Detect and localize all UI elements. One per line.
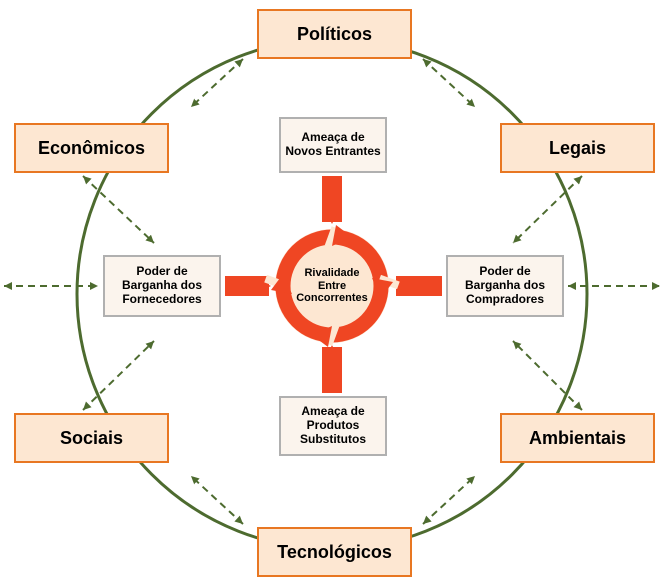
pestel-label: Ambientais bbox=[529, 428, 626, 449]
pestel-label: Tecnológicos bbox=[277, 542, 392, 563]
center-label-text: Rivalidade Entre Concorrentes bbox=[294, 267, 370, 305]
center-rivalidade: Rivalidade Entre Concorrentes bbox=[294, 260, 370, 312]
pestel-politicos: Políticos bbox=[257, 9, 412, 59]
force-label: Poder de Barganha dos Fornecedores bbox=[109, 265, 215, 306]
force-label: Poder de Barganha dos Compradores bbox=[452, 265, 558, 306]
pestel-economicos: Econômicos bbox=[14, 123, 169, 173]
pestel-ambientais: Ambientais bbox=[500, 413, 655, 463]
pestel-label: Legais bbox=[549, 138, 606, 159]
force-fornecedores: Poder de Barganha dos Fornecedores bbox=[103, 255, 221, 317]
pestel-legais: Legais bbox=[500, 123, 655, 173]
force-substitutos: Ameaça de Produtos Substitutos bbox=[279, 396, 387, 456]
force-novos-entrantes: Ameaça de Novos Entrantes bbox=[279, 117, 387, 173]
force-label: Ameaça de Novos Entrantes bbox=[285, 131, 381, 159]
pestel-tecnologicos: Tecnológicos bbox=[257, 527, 412, 577]
pestel-sociais: Sociais bbox=[14, 413, 169, 463]
pestel-label: Sociais bbox=[60, 428, 123, 449]
force-compradores: Poder de Barganha dos Compradores bbox=[446, 255, 564, 317]
force-label: Ameaça de Produtos Substitutos bbox=[285, 405, 381, 446]
pestel-label: Econômicos bbox=[38, 138, 145, 159]
pestel-label: Políticos bbox=[297, 24, 372, 45]
